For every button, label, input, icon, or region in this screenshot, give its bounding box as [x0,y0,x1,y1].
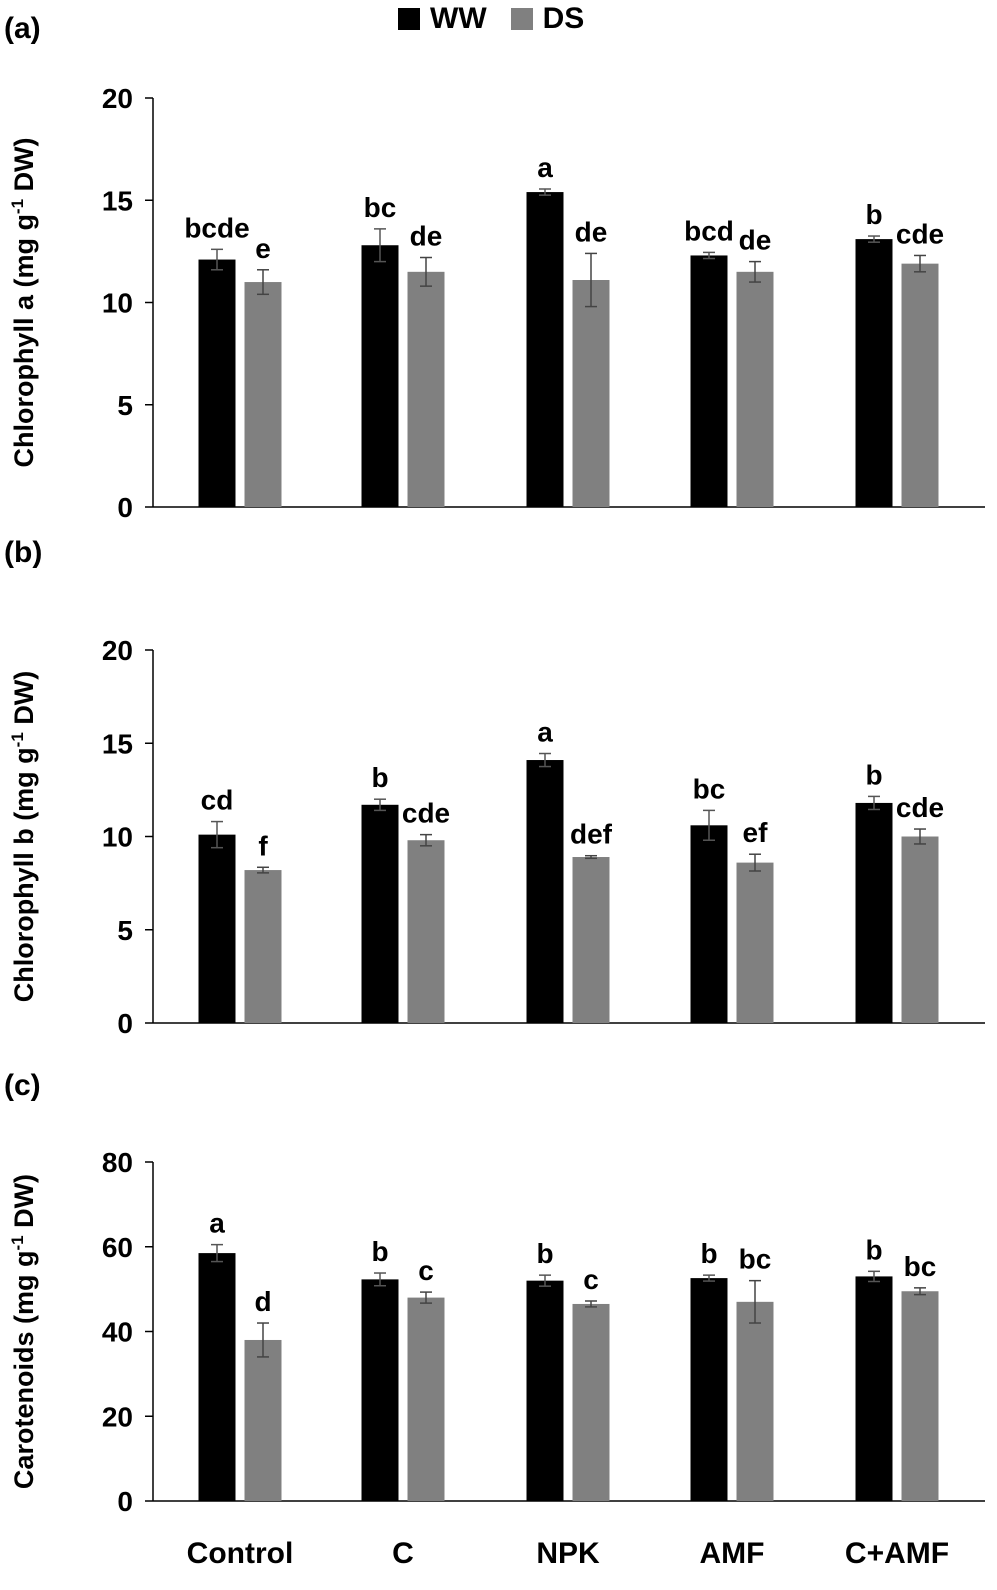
y-tick-label-0-1: 5 [117,390,133,421]
bar-0-ds-1 [407,271,445,507]
bar-1-ww-0 [198,834,236,1023]
legend-swatch-ww [398,8,420,30]
legend-label-ww: WW [430,2,487,35]
bar-2-ww-2 [526,1280,564,1501]
bar-2-ds-0 [244,1339,282,1501]
significance-letter-2-0-4: b [865,1234,882,1265]
significance-letter-1-0-1: b [371,762,388,793]
significance-letter-0-1-0: e [255,233,271,264]
bar-2-ds-3 [736,1301,774,1501]
significance-letter-1-1-3: ef [743,817,769,848]
x-category-label-2: NPK [536,1537,600,1570]
bar-0-ww-4 [855,239,893,508]
bar-1-ww-4 [855,802,893,1023]
legend-label-ds: DS [542,2,585,35]
bar-0-ds-4 [901,263,939,507]
y-tick-label-2-4: 80 [102,1147,133,1178]
bar-0-ww-1 [361,245,399,508]
significance-letter-1-1-4: cde [896,792,944,823]
y-tick-label-1-1: 5 [117,915,133,946]
significance-letter-2-0-3: b [700,1238,717,1269]
y-tick-label-2-0: 0 [117,1486,133,1517]
bar-2-ww-3 [690,1278,728,1501]
x-category-label-0: Control [187,1537,294,1570]
x-category-label-4: C+AMF [845,1537,949,1570]
panel-label-2: (c) [4,1069,41,1102]
significance-letter-2-1-2: c [583,1264,599,1295]
y-axis-title-1: Chlorophyll b (mg g-1 DW) [8,671,39,1003]
y-tick-label-2-2: 40 [102,1317,133,1348]
significance-letter-1-0-0: cd [201,785,234,816]
x-category-label-3: AMF [700,1537,765,1570]
y-tick-label-1-3: 15 [102,728,133,759]
bar-0-ww-2 [526,192,564,507]
significance-letter-2-1-1: c [418,1255,434,1286]
bar-2-ds-1 [407,1297,445,1501]
legend-item-ww: WW [398,2,487,36]
bar-1-ds-0 [244,870,282,1023]
panel-label-0: (a) [4,12,41,45]
bar-1-ds-1 [407,840,445,1023]
y-axis-title-2: Carotenoids (mg g-1 DW) [8,1174,39,1489]
panel-label-1: (b) [4,536,42,569]
y-tick-label-0-4: 20 [102,83,133,114]
bar-1-ds-4 [901,836,939,1023]
y-tick-label-2-3: 60 [102,1232,133,1263]
significance-letter-0-0-1: bc [364,192,397,223]
bar-0-ww-0 [198,259,236,507]
significance-letter-1-1-1: cde [402,798,450,829]
significance-letter-0-1-4: cde [896,218,944,249]
significance-letter-0-0-4: b [865,199,882,230]
significance-letter-1-0-4: b [865,759,882,790]
legend-swatch-ds [510,8,533,30]
significance-letter-0-1-3: de [739,225,772,256]
bar-2-ds-2 [572,1303,610,1501]
legend-item-ds: DS [510,2,585,36]
bar-2-ww-0 [198,1253,236,1501]
y-tick-label-1-2: 10 [102,822,133,853]
bar-1-ds-3 [736,862,774,1023]
significance-letter-1-1-2: def [570,819,613,850]
y-tick-label-0-0: 0 [117,492,133,523]
significance-letter-0-0-2: a [537,152,553,183]
legend: WW DS [398,2,598,36]
bar-0-ww-3 [690,255,728,507]
significance-letter-2-0-2: b [536,1238,553,1269]
y-tick-label-1-0: 0 [117,1008,133,1039]
significance-letter-1-0-3: bc [693,773,726,804]
y-tick-label-0-2: 10 [102,288,133,319]
bar-0-ds-2 [572,280,610,507]
y-tick-label-1-4: 20 [102,635,133,666]
bar-2-ww-1 [361,1279,399,1501]
bar-2-ds-4 [901,1291,939,1501]
significance-letter-2-1-0: d [254,1286,271,1317]
y-tick-label-2-1: 20 [102,1401,133,1432]
significance-letter-0-1-2: de [575,216,608,247]
significance-letter-0-0-0: bcde [184,212,249,243]
significance-letter-2-0-1: b [371,1236,388,1267]
x-category-label-1: C [392,1537,414,1570]
significance-letter-2-0-0: a [209,1208,225,1239]
significance-letter-1-1-0: f [258,830,268,861]
bar-1-ww-1 [361,804,399,1023]
bar-2-ww-4 [855,1276,893,1501]
significance-letter-2-1-3: bc [739,1244,772,1275]
bar-0-ds-0 [244,282,282,507]
significance-letter-0-0-3: bcd [684,215,734,246]
y-axis-title-0: Chlorophyll a (mg g-1 DW) [8,137,39,467]
bar-1-ww-3 [690,825,728,1023]
significance-letter-1-0-2: a [537,717,553,748]
significance-letter-2-1-4: bc [904,1251,937,1282]
significance-letter-0-1-1: de [410,221,443,252]
bar-1-ds-2 [572,857,610,1023]
bar-1-ww-2 [526,760,564,1023]
y-tick-label-0-3: 15 [102,185,133,216]
bar-0-ds-3 [736,271,774,507]
